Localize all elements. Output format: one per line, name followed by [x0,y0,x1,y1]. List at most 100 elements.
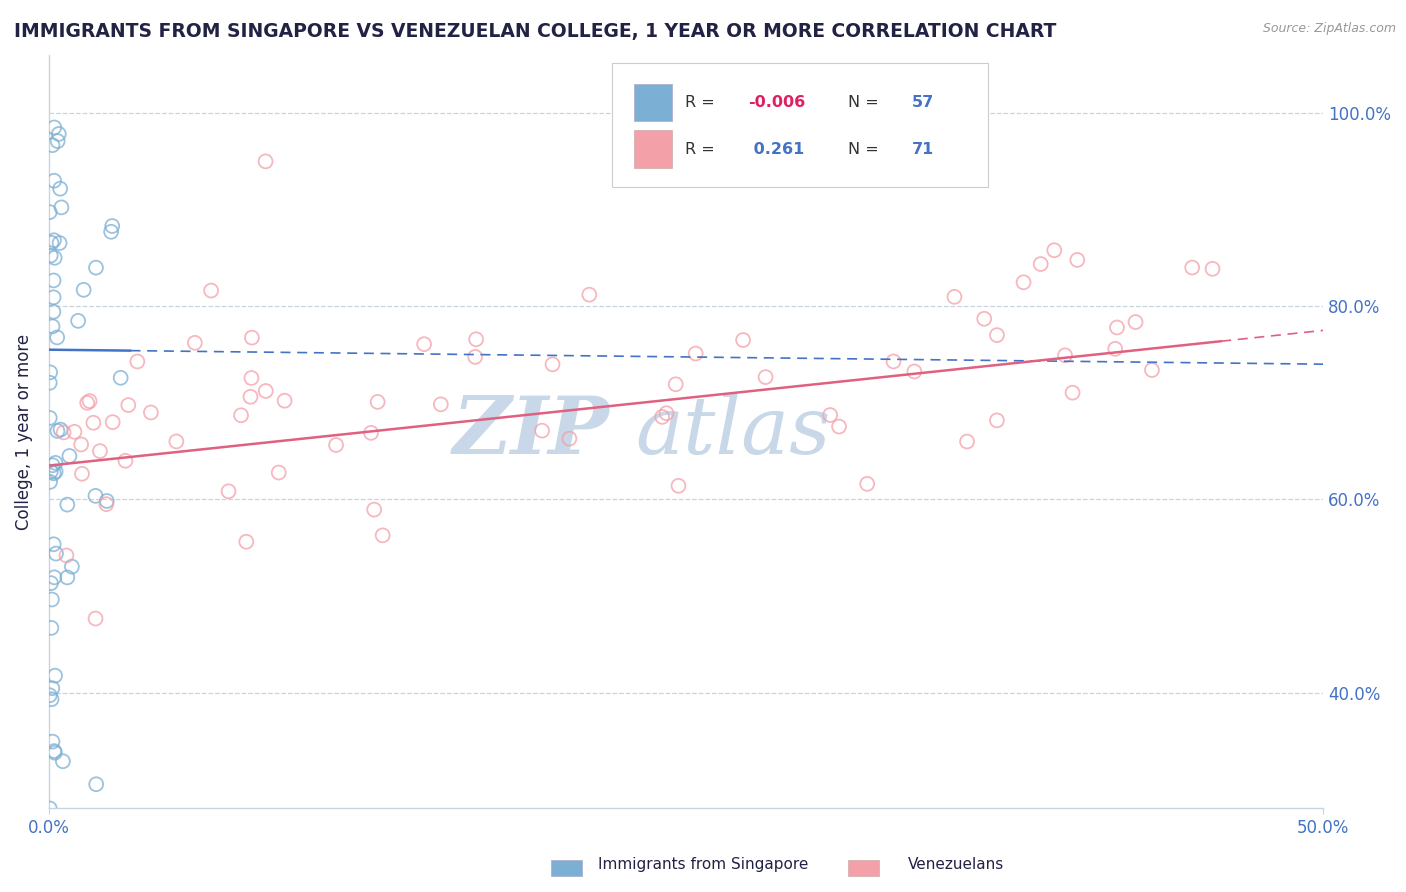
Point [44,746,66,760]
Point [45,465,67,479]
Point [1062,385,1084,400]
Point [41,681,63,696]
Point [39,576,62,591]
Point [1029,257,1052,271]
Text: 57: 57 [911,95,934,110]
Point [818,408,841,422]
Point [38,205,60,219]
Text: -0.006: -0.006 [748,95,806,110]
Point [39,475,62,489]
Bar [634,84,672,121]
Point [413,337,436,351]
Point [973,311,995,326]
Point [41,592,63,607]
Bar [634,130,672,168]
Point [72,283,94,297]
Text: 71: 71 [911,142,934,157]
Point [165,434,187,449]
Point [184,335,207,350]
Point [46,424,69,438]
FancyBboxPatch shape [612,62,988,187]
Point [41,319,63,334]
Point [239,390,262,404]
Text: Source: ZipAtlas.com: Source: ZipAtlas.com [1263,22,1396,36]
Point [882,354,904,368]
Text: Venezuelans: Venezuelans [908,857,1004,872]
Point [558,432,581,446]
Point [84,777,107,791]
Point [84,489,107,503]
Point [44,570,66,584]
Point [651,409,673,424]
Point [44,174,66,188]
Y-axis label: College, 1 year or more: College, 1 year or more [15,334,32,530]
Point [229,409,252,423]
Point [430,397,453,411]
Point [63,425,86,439]
Point [42,290,65,304]
Point [1181,260,1204,275]
Point [267,466,290,480]
Point [79,394,101,409]
Point [273,393,295,408]
Point [367,395,389,409]
Point [1140,363,1163,377]
Point [371,528,394,542]
Point [41,734,63,748]
Point [110,371,132,385]
Point [1043,244,1066,258]
Point [41,458,63,473]
Point [655,406,678,420]
Point [465,332,488,346]
Point [665,377,688,392]
Point [38,801,60,815]
Point [1125,315,1147,329]
Point [84,611,107,625]
Point [44,251,66,265]
Point [70,467,93,481]
Point [45,547,67,561]
Point [41,138,63,153]
Point [1053,348,1076,362]
Point [41,621,63,635]
Point [42,233,65,247]
Point [70,437,93,451]
Point [903,364,925,378]
Point [464,350,486,364]
Point [127,354,149,368]
Text: R =: R = [685,142,720,157]
Point [254,384,277,398]
Point [828,419,851,434]
Point [38,410,60,425]
Point [856,476,879,491]
Point [82,416,104,430]
Point [325,438,347,452]
Point [956,434,979,449]
Point [943,290,966,304]
Point [218,484,240,499]
Point [51,200,73,214]
Point [986,413,1008,427]
Text: N =: N = [848,142,884,157]
Point [733,333,755,347]
Point [56,570,79,584]
Point [49,182,72,196]
Point [240,331,263,345]
Point [1104,342,1126,356]
Text: atlas: atlas [636,393,831,471]
Point [42,467,65,481]
Text: IMMIGRANTS FROM SINGAPORE VS VENEZUELAN COLLEGE, 1 YEAR OR MORE CORRELATION CHAR: IMMIGRANTS FROM SINGAPORE VS VENEZUELAN … [14,22,1056,41]
Point [139,405,162,419]
Point [96,494,118,508]
Point [84,260,107,275]
Point [531,424,554,438]
Point [42,273,65,287]
Point [200,284,222,298]
Point [41,235,63,250]
Point [39,365,62,379]
Point [38,688,60,702]
Point [114,454,136,468]
Point [578,287,600,301]
Point [56,498,79,512]
Point [685,346,707,360]
